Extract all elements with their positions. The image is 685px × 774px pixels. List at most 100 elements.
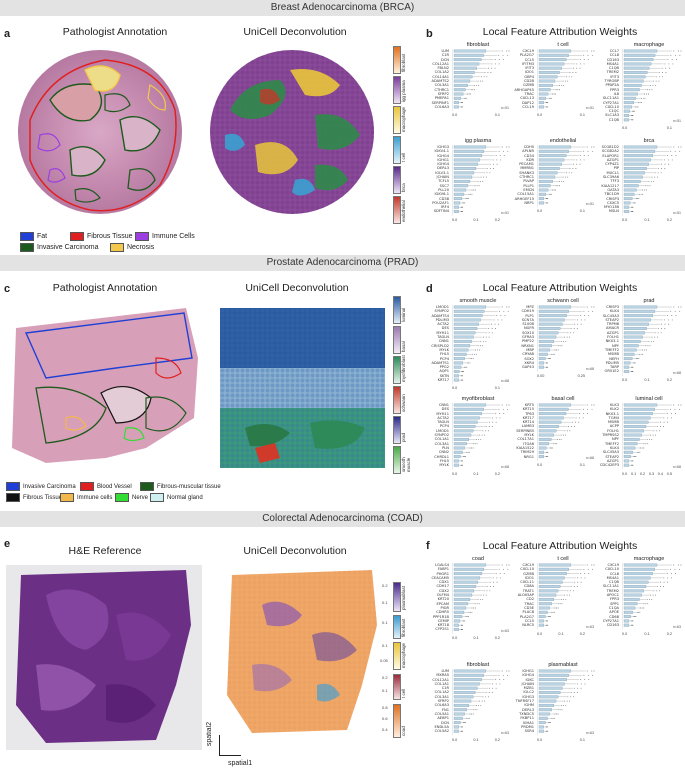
x-axis-ticks: 0.0 0.1 [537,209,585,213]
box [453,425,476,428]
gene-label: GZMB [523,571,534,576]
box [453,49,487,53]
gene-label: SFRP2 [437,699,449,704]
sample-count: n=51 [500,210,509,215]
box [623,188,637,192]
legend-swatch [20,243,34,252]
coad-he-image [6,565,202,750]
cbar-prad [393,416,401,444]
legend-swatch [80,482,94,491]
box [453,619,461,623]
box [453,691,476,694]
box [623,322,649,326]
gene-label: EPCAM [436,601,449,606]
box [453,446,465,450]
box [623,567,655,571]
box [538,339,555,343]
box [453,716,463,720]
cbar-fibroblast [393,46,401,74]
gene-label: KLK2 [609,407,619,412]
x-tick: 0.1 [494,113,500,118]
box [538,429,557,433]
gene-label: CCL8 [609,53,619,58]
attribution-plot-smooth-muscle: smooth muscle LMOD1 SYNPO2 ADAMTS4 PDLIM3 ACT… [425,298,511,390]
box [623,420,649,424]
gene-label: PLA2G7 [519,614,534,619]
gene-label: SLC45A3 [602,313,619,318]
attribution-plot-title: coad [472,556,484,562]
gene-label: CXCL11 [520,580,534,585]
gene-label: CD163 [606,57,619,62]
box [623,66,650,70]
gene-label: COL3A1 [434,83,449,88]
gene-label: COL1A1 [434,681,449,686]
legend-label: Necrosis [127,244,155,251]
box [453,602,469,606]
sample-count: n=68 [672,370,681,375]
attribution-plot-igg-plasma: igg plasma IGHG3 IGKV4-1 IGHG4 IGHG1 IGHG4 DER… [425,138,511,228]
box [453,442,467,446]
gene-label: MYLK [524,433,534,438]
gene-label: CHRDL1 [434,454,449,459]
brca-legend-item: Fat [20,232,47,241]
cbar-label: schwann [401,394,406,412]
cbar-label: fibroblast [401,618,406,637]
box [538,589,559,593]
gene-list: CXCL9 CXCL10 GZMB IDO1 CXCL11 CD8A TRAT1 ALOX5A… [510,563,534,627]
legend-swatch [115,493,129,502]
gene-label: MS4A1 [606,575,619,580]
gene-label: JCHAIN [436,175,449,180]
gene-label: CRISP3 [606,196,619,201]
box [453,420,478,424]
box [538,365,544,369]
box [538,673,569,677]
box [453,339,472,343]
box [538,92,549,96]
box [623,184,639,188]
box [453,92,464,96]
box [538,101,544,105]
gene-list: LMOD1 SYNPO2 ADAMTS4 PDLIM3 ACTA2 DES MYH11 TAG… [425,305,449,382]
attribution-plot-endothelial: endothelial CDH5 APLNR CD34 KDR PECAM1 MMRN1 SH… [510,138,596,228]
box [538,314,567,318]
box [538,188,549,192]
gene-label: CEACAM5 [431,575,449,580]
box [538,192,546,196]
box-plot [452,669,510,736]
box [453,361,464,365]
gene-label: DES [441,407,449,412]
box-plot [622,145,682,216]
x-tick: 0.1 [579,462,585,467]
box [453,695,474,699]
gene-label: TCFL5 [438,179,449,184]
x-axis-ticks: 0.0 0.1 0.2 [622,632,672,636]
gene-list: IGHG3 IGKV4-1 IGHG4 IGHG1 IGHG4 DERL3 IGLV3-1 J… [425,145,449,214]
gene-label: ACTA2 [437,322,449,327]
gene-label: DAP12 [522,100,534,105]
box [538,158,565,162]
box [538,593,557,597]
box [453,188,467,192]
box [538,318,565,322]
box [453,167,477,170]
gene-label: MYH11 [436,330,449,335]
gene-label: KLK3 [609,403,619,407]
box [538,416,564,420]
prad-legend-item: Immune cells [60,493,112,502]
box [453,725,459,729]
gene-label: PIP [613,166,619,171]
gene-label: PLAC8 [522,610,534,615]
box [538,725,544,729]
gene-list: LUM MXRA5 COL12A1 COL1A1 C1R COL1A2 COL3A1 SFRP… [425,669,449,733]
box [623,407,655,411]
spatial2-label: spatial2 [206,722,213,747]
box [623,327,647,330]
gene-label: ACPP [609,424,619,429]
gene-label: TMEFF2 [605,347,619,352]
gene-label: KIAA1217 [601,183,619,188]
box [538,669,572,673]
gene-list: SCGB1D2 SCGB2A2 ELAPOR1 AZGP1 CYP4Z1 PIP MUCL1… [595,145,619,214]
gene-list: CXCL9 PLA2G7 CCL5 IFITM3 IFIT3 IDO1 GBP4 CD2B GZ… [510,49,534,109]
gene-label: ACTA2 [437,415,449,420]
gene-label: IGHG1 [522,669,534,673]
